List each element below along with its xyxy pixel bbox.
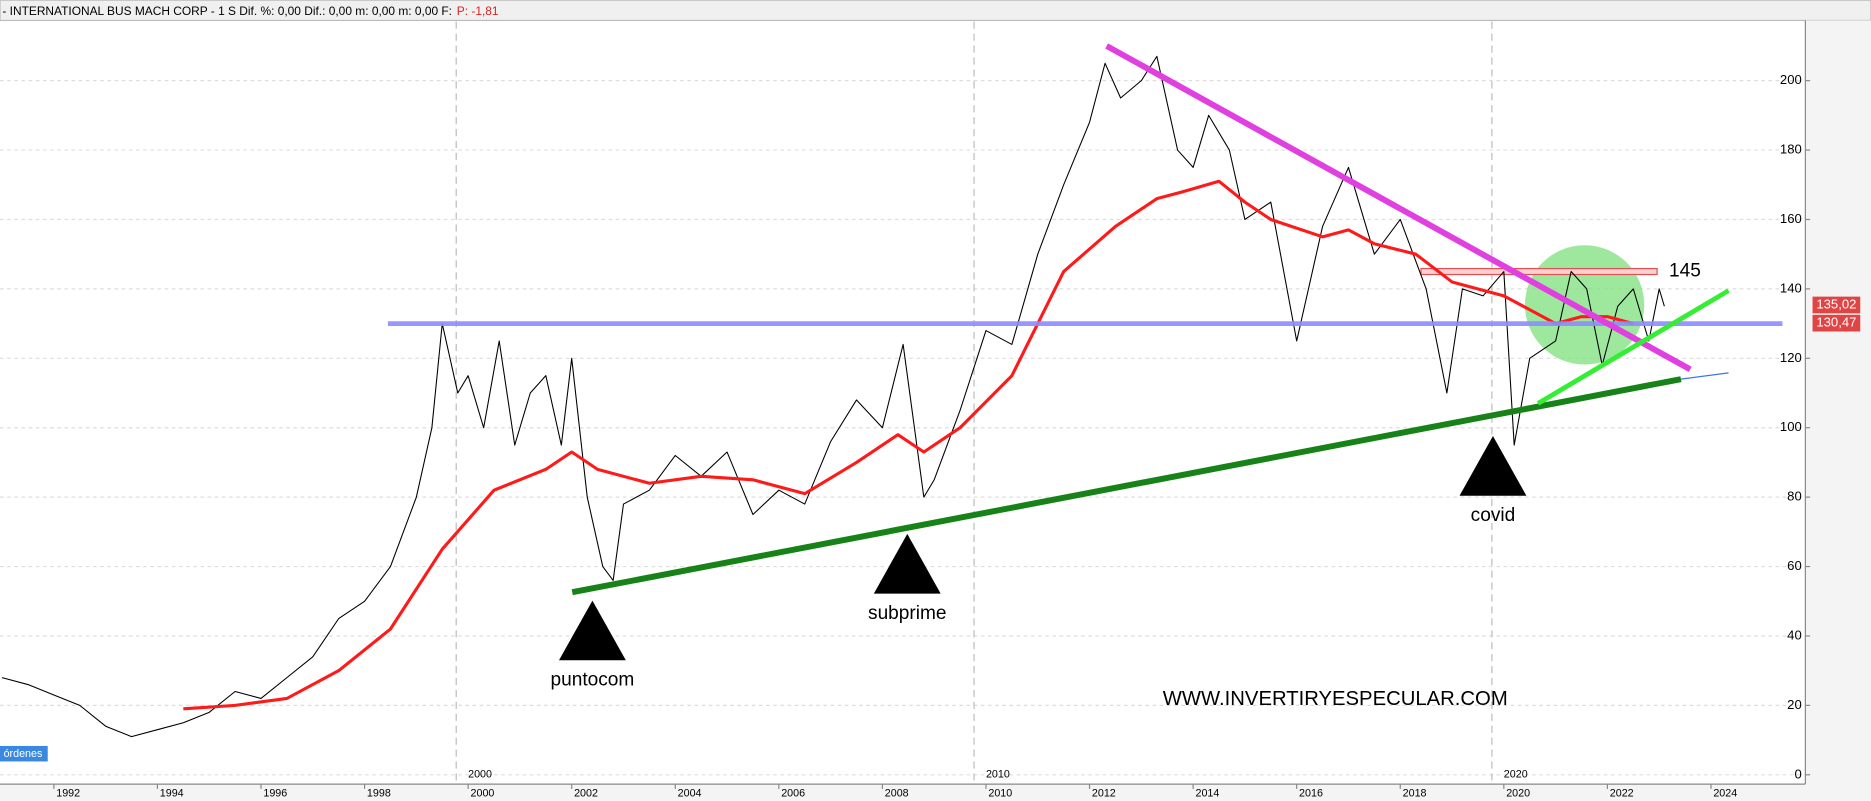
x-tick-label: 1998	[367, 788, 391, 800]
event-label: subprime	[868, 603, 946, 624]
x-tick-label: 2008	[885, 788, 909, 800]
orders-tag[interactable]	[0, 745, 48, 762]
moving-average	[183, 179, 1634, 711]
x-tick-label: 1994	[160, 788, 184, 800]
event-marker	[873, 533, 941, 594]
y-tick-label: 200	[1780, 72, 1802, 87]
y-tick-label: 100	[1780, 419, 1802, 434]
trendline	[1105, 43, 1692, 373]
y-tick-label: 60	[1787, 558, 1802, 573]
trendline	[1536, 288, 1730, 406]
y-tick-label: 120	[1780, 350, 1802, 365]
decade-label: 2020	[1504, 768, 1528, 780]
event-label: covid	[1471, 505, 1516, 526]
resistance-band	[1420, 267, 1658, 276]
x-tick-label: 2012	[1092, 788, 1116, 800]
x-tick-label: 2022	[1610, 788, 1634, 800]
right-axis-panel	[1805, 20, 1871, 785]
y-tick-label: 20	[1787, 697, 1802, 712]
x-tick-label: 1996	[263, 788, 287, 800]
trendline	[1680, 372, 1729, 380]
x-tick-label: 2010	[988, 788, 1012, 800]
price-line	[1, 55, 1665, 738]
x-tick-label: 2016	[1299, 788, 1323, 800]
watermark: WWW.INVERTIRYESPECULAR.COM	[1163, 688, 1508, 710]
resistance-label: 145	[1669, 261, 1701, 282]
header-bar	[0, 0, 1871, 22]
price-tag	[1812, 296, 1861, 314]
x-tick-label: 2006	[781, 788, 805, 800]
x-tick-label: 2014	[1196, 788, 1220, 800]
y-tick-label: 40	[1787, 627, 1802, 642]
price-tag	[1812, 314, 1861, 332]
y-tick-label: 0	[1794, 766, 1801, 781]
price-tag-label: 135,02	[1816, 296, 1856, 311]
trendline	[571, 376, 1682, 596]
decade-label: 2010	[986, 768, 1010, 780]
x-tick-label: 2024	[1713, 788, 1737, 800]
decade-label: 2000	[468, 768, 492, 780]
event-marker	[559, 600, 626, 661]
event-label: puntocom	[551, 670, 635, 691]
chart-title: - INTERNATIONAL BUS MACH CORP - 1 S Dif.…	[2, 4, 452, 18]
event-marker	[1459, 436, 1527, 496]
price-tag-label: 130,47	[1816, 315, 1856, 330]
y-tick-label: 140	[1780, 280, 1802, 295]
x-tick-label: 2020	[1506, 788, 1530, 800]
x-tick-label: 1992	[56, 788, 80, 800]
x-tick-label: 2018	[1403, 788, 1427, 800]
x-tick-label: 2000	[471, 788, 495, 800]
y-tick-label: 80	[1787, 489, 1802, 504]
highlight-circle	[1524, 245, 1645, 365]
x-tick-label: 2004	[678, 788, 702, 800]
x-tick-label: 2002	[574, 788, 598, 800]
y-tick-label: 160	[1780, 211, 1802, 226]
y-tick-label: 180	[1780, 142, 1802, 157]
orders-label: órdenes	[4, 748, 43, 760]
title-suffix: P: -1,81	[457, 4, 499, 18]
